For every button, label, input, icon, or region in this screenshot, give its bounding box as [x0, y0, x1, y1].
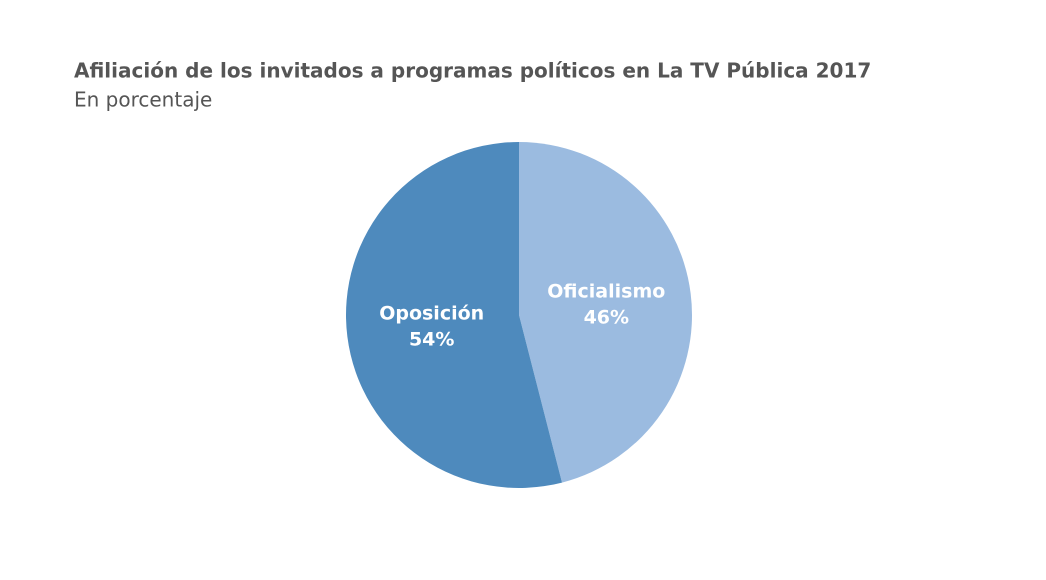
chart-subtitle: En porcentaje [74, 88, 212, 112]
slice-category-label: Oficialismo [547, 280, 665, 302]
pie-slice [345, 142, 563, 488]
slice-value-label: 46% [584, 306, 629, 328]
slice-value-label: 54% [409, 329, 454, 351]
slice-category-label: Oposición [379, 303, 484, 325]
chart-title: Afiliación de los invitados a programas … [74, 59, 871, 83]
pie-slice [519, 142, 692, 483]
